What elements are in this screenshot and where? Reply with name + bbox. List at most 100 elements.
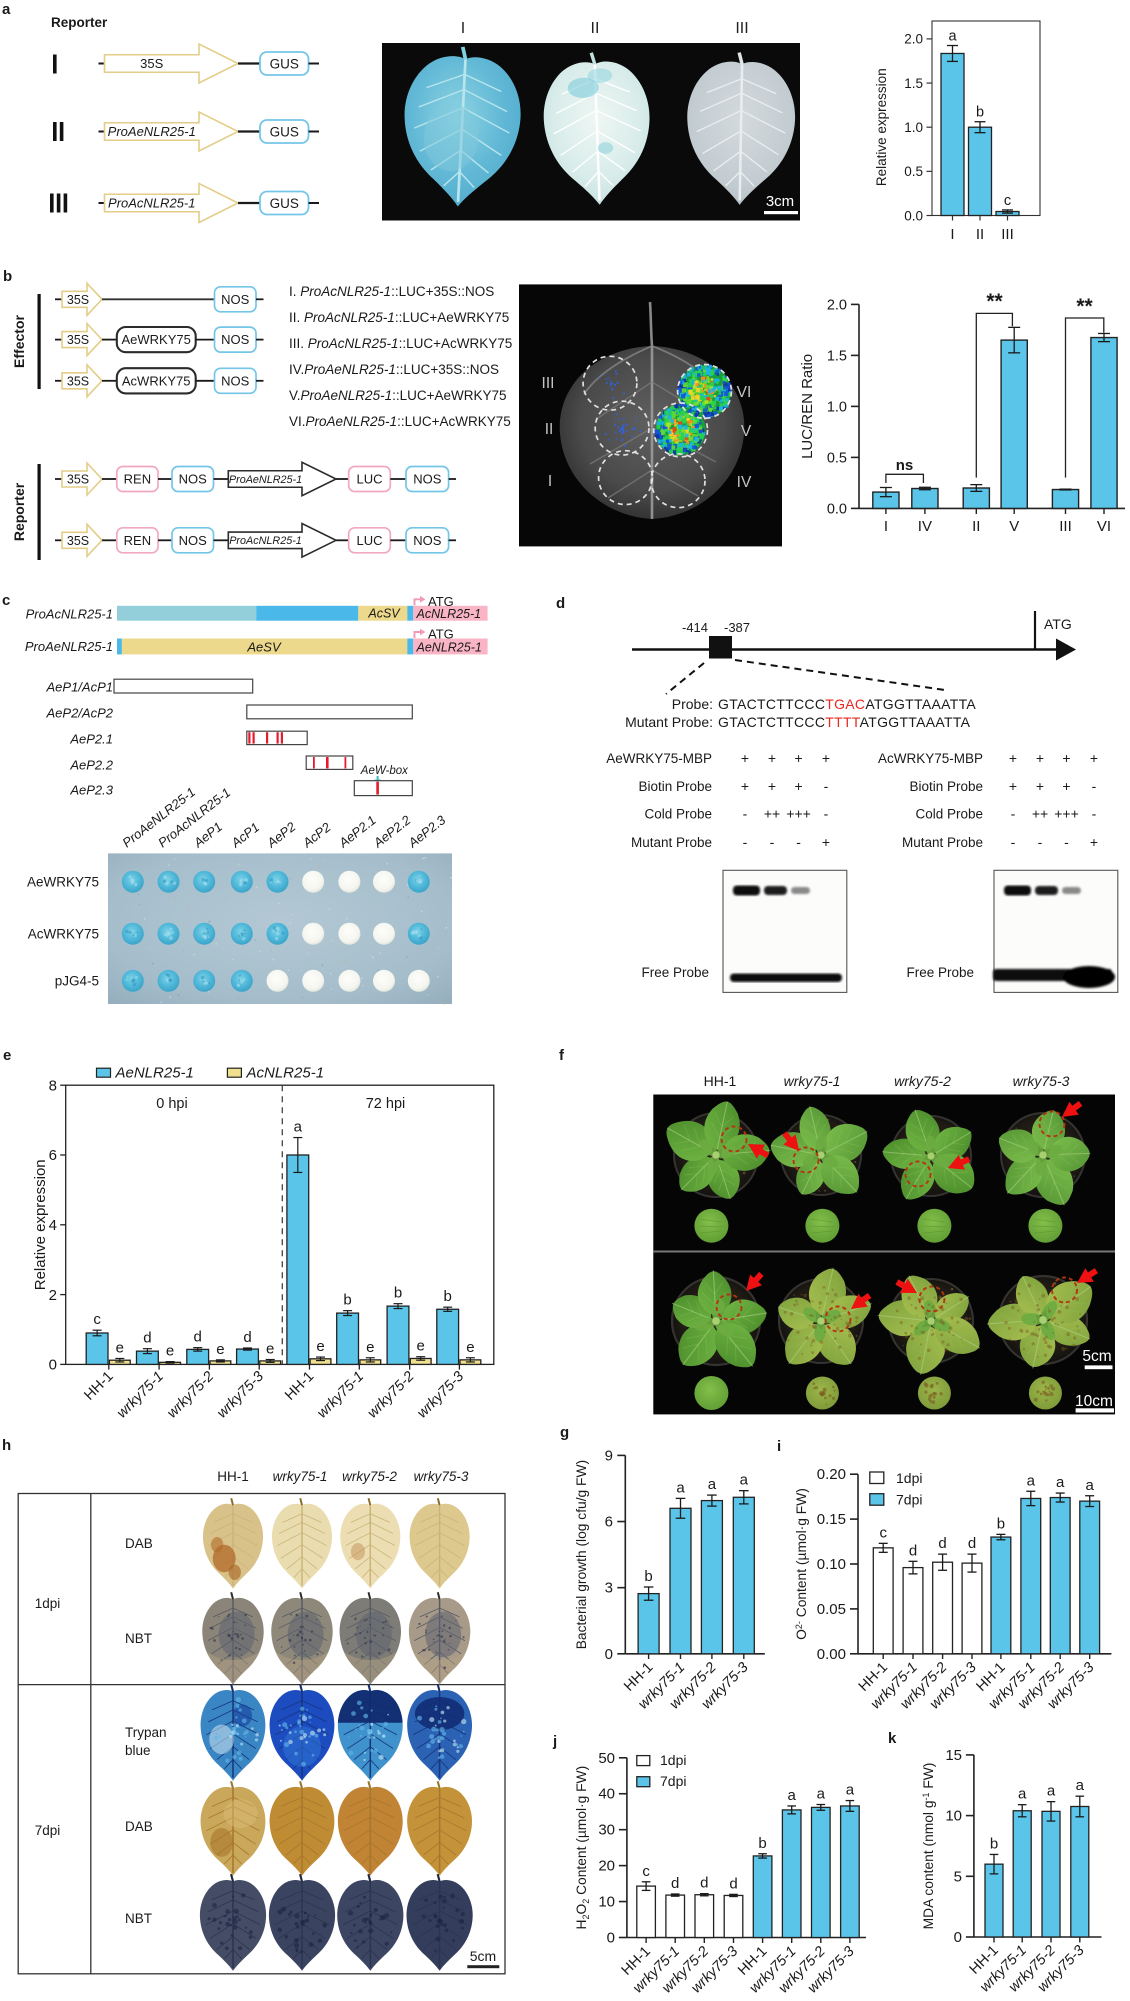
svg-text:10: 10 bbox=[598, 1894, 615, 1911]
svg-text:0.5: 0.5 bbox=[904, 164, 923, 179]
svg-text:a: a bbox=[1047, 1783, 1056, 1800]
svg-text:AcSV: AcSV bbox=[367, 607, 401, 621]
svg-text:II: II bbox=[976, 226, 984, 243]
svg-text:**: ** bbox=[1076, 295, 1093, 318]
svg-text:7dpi: 7dpi bbox=[896, 1492, 922, 1508]
svg-text:wrky75-2: wrky75-2 bbox=[342, 1469, 397, 1484]
svg-text:ATG: ATG bbox=[428, 594, 454, 609]
svg-text:Free Probe: Free Probe bbox=[641, 965, 709, 980]
svg-text:Trypan: Trypan bbox=[125, 1725, 167, 1740]
svg-text:-414: -414 bbox=[682, 620, 708, 635]
svg-text:GTACTCTTCCCTTTTATGGTTAAATTA: GTACTCTTCCCTTTTATGGTTAAATTA bbox=[718, 714, 971, 730]
svg-text:7dpi: 7dpi bbox=[35, 1823, 61, 1838]
svg-text:AeWRKY75-MBP: AeWRKY75-MBP bbox=[606, 751, 712, 766]
svg-text:+: + bbox=[1090, 750, 1098, 766]
svg-text:++: ++ bbox=[764, 806, 780, 822]
svg-text:NOS: NOS bbox=[221, 332, 250, 347]
svg-text:NBT: NBT bbox=[125, 1911, 152, 1926]
svg-text:ProAeNLR25-1: ProAeNLR25-1 bbox=[108, 124, 196, 139]
svg-text:-: - bbox=[743, 834, 748, 850]
svg-text:MDA content (nmol g-1 FW): MDA content (nmol g-1 FW) bbox=[921, 1763, 936, 1930]
svg-text:a: a bbox=[817, 1786, 826, 1803]
svg-text:b: b bbox=[343, 1292, 351, 1309]
svg-text:wrky75-3: wrky75-3 bbox=[1013, 1073, 1070, 1089]
svg-text:IV: IV bbox=[918, 518, 932, 535]
svg-text:+: + bbox=[1009, 750, 1017, 766]
svg-text:b: b bbox=[3, 268, 12, 285]
svg-text:9: 9 bbox=[605, 1447, 613, 1464]
svg-text:e: e bbox=[216, 1341, 224, 1358]
svg-text:wrky75-1: wrky75-1 bbox=[314, 1369, 367, 1422]
svg-text:1dpi: 1dpi bbox=[35, 1596, 61, 1611]
svg-text:a: a bbox=[788, 1787, 797, 1804]
svg-text:V: V bbox=[741, 423, 752, 440]
svg-text:0: 0 bbox=[605, 1646, 613, 1663]
svg-text:a: a bbox=[676, 1479, 685, 1496]
svg-text:Mutant Probe: Mutant Probe bbox=[902, 835, 983, 850]
svg-text:ProAeNLR25-1: ProAeNLR25-1 bbox=[229, 474, 302, 486]
svg-text:wrky75-2: wrky75-2 bbox=[365, 1369, 418, 1422]
svg-text:0.0: 0.0 bbox=[827, 501, 847, 517]
svg-text:AcWRKY75: AcWRKY75 bbox=[122, 373, 191, 388]
svg-text:-: - bbox=[824, 778, 829, 794]
svg-text:+: + bbox=[822, 834, 830, 850]
svg-text:AeWRKY75: AeWRKY75 bbox=[27, 875, 99, 890]
svg-text:d: d bbox=[968, 1535, 976, 1552]
svg-text:+: + bbox=[1062, 778, 1070, 794]
svg-text:40: 40 bbox=[598, 1786, 615, 1803]
svg-text:VI: VI bbox=[737, 384, 752, 401]
svg-text:e: e bbox=[366, 1339, 374, 1356]
svg-text:b: b bbox=[444, 1288, 452, 1305]
svg-text:j: j bbox=[552, 1733, 557, 1750]
svg-text:7dpi: 7dpi bbox=[660, 1773, 686, 1789]
svg-text:0.15: 0.15 bbox=[817, 1511, 846, 1528]
svg-text:2: 2 bbox=[49, 1287, 57, 1304]
svg-text:AcP2: AcP2 bbox=[299, 819, 334, 851]
svg-text:II. ProAcNLR25-1::LUC+AeWRKY75: II. ProAcNLR25-1::LUC+AeWRKY75 bbox=[289, 310, 509, 325]
svg-text:c: c bbox=[93, 1311, 101, 1328]
svg-text:I. ProAcNLR25-1::LUC+35S::NOS: I. ProAcNLR25-1::LUC+35S::NOS bbox=[289, 284, 494, 299]
svg-text:3cm: 3cm bbox=[766, 193, 794, 210]
svg-text:III: III bbox=[1059, 518, 1072, 535]
svg-text:+: + bbox=[822, 750, 830, 766]
svg-text:I: I bbox=[884, 518, 888, 535]
svg-text:a: a bbox=[2, 1, 11, 18]
svg-text:50: 50 bbox=[598, 1750, 615, 1767]
svg-text:d: d bbox=[909, 1542, 917, 1559]
svg-text:-: - bbox=[743, 806, 748, 822]
svg-text:wrky75-3: wrky75-3 bbox=[414, 1369, 467, 1422]
svg-text:III: III bbox=[735, 20, 748, 37]
svg-text:6: 6 bbox=[605, 1514, 613, 1531]
svg-text:c: c bbox=[879, 1524, 887, 1541]
svg-text:AeP2.3: AeP2.3 bbox=[69, 783, 113, 798]
svg-text:GUS: GUS bbox=[270, 56, 299, 71]
svg-text:REN: REN bbox=[124, 533, 151, 548]
svg-text:wrky75-3: wrky75-3 bbox=[414, 1469, 469, 1484]
svg-text:+: + bbox=[741, 778, 749, 794]
svg-text:e: e bbox=[166, 1343, 174, 1360]
svg-text:AeP2/AcP2: AeP2/AcP2 bbox=[46, 706, 114, 721]
svg-text:d: d bbox=[938, 1535, 946, 1552]
svg-text:d: d bbox=[194, 1329, 202, 1346]
svg-text:AcWRKY75: AcWRKY75 bbox=[28, 927, 99, 942]
svg-text:0.20: 0.20 bbox=[817, 1466, 846, 1483]
svg-text:HH-1: HH-1 bbox=[81, 1369, 116, 1404]
svg-text:a: a bbox=[1056, 1474, 1065, 1491]
svg-text:I: I bbox=[950, 226, 954, 243]
svg-text:35S: 35S bbox=[67, 333, 89, 347]
svg-text:REN: REN bbox=[124, 472, 151, 487]
svg-text:4: 4 bbox=[49, 1217, 57, 1234]
svg-text:wrky75-1: wrky75-1 bbox=[784, 1073, 841, 1089]
svg-text:35S: 35S bbox=[67, 374, 89, 388]
svg-text:-: - bbox=[1064, 834, 1069, 850]
svg-text:LUC: LUC bbox=[356, 533, 382, 548]
svg-text:AcWRKY75-MBP: AcWRKY75-MBP bbox=[878, 751, 983, 766]
svg-text:III: III bbox=[542, 375, 555, 392]
svg-text:AcNLR25-1: AcNLR25-1 bbox=[246, 1065, 325, 1082]
svg-text:AeP2.2: AeP2.2 bbox=[69, 758, 113, 773]
svg-text:-: - bbox=[1011, 834, 1016, 850]
svg-text:Reporter: Reporter bbox=[11, 482, 27, 541]
svg-text:H2O2 Content (µmol·g FW): H2O2 Content (µmol·g FW) bbox=[574, 1766, 591, 1930]
svg-text:VI: VI bbox=[1097, 518, 1111, 535]
svg-text:GUS: GUS bbox=[270, 124, 299, 139]
